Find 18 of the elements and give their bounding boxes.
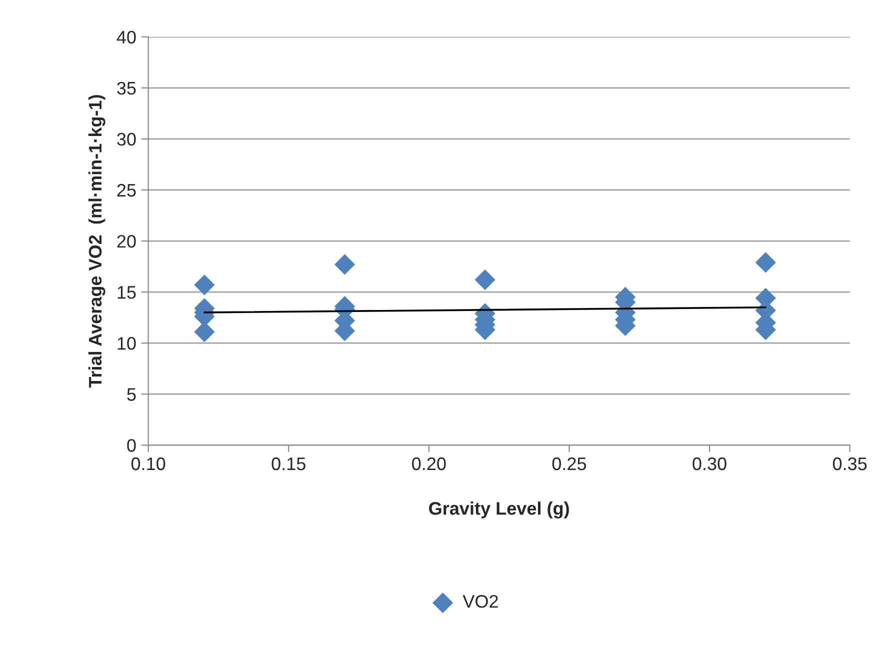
y-tick-label: 25	[117, 184, 136, 197]
legend-label: VO2	[462, 594, 498, 608]
y-tick-label: 15	[118, 286, 136, 299]
x-axis-title: Gravity Level (g)	[429, 502, 569, 518]
y-tick-label: 35	[117, 82, 136, 95]
y-tick-label: 20	[117, 234, 136, 248]
x-tick-label: 0.35	[832, 457, 867, 470]
y-tick-label: 40	[116, 30, 136, 44]
x-tick-label: 0.25	[552, 457, 586, 470]
x-tick-label: 0.20	[412, 457, 446, 470]
x-tick-label: 0.10	[131, 457, 166, 470]
x-tick-label: 0.30	[692, 457, 726, 470]
y-tick-label: 0	[127, 439, 136, 452]
x-tick-label: 0.15	[272, 457, 306, 470]
y-tick-label: 30	[117, 132, 136, 146]
y-tick-label: 5	[127, 388, 136, 401]
y-tick-label: 10	[118, 337, 136, 350]
y-axis-title: Trial Average VO2 (ml·min-1·kg-1)	[88, 95, 106, 388]
